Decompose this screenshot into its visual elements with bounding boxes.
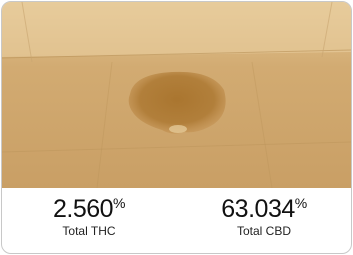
stat-label: Total CBD — [177, 224, 351, 238]
product-card: 2.560% Total THC 63.034% Total CBD — [1, 1, 352, 254]
unit-text: % — [295, 195, 307, 211]
product-photo — [2, 2, 351, 188]
value-text: 2.560 — [53, 195, 113, 223]
stat: 2.560% Total THC — [2, 195, 176, 238]
stat: 63.034% Total CBD — [177, 195, 351, 238]
stat-label: Total THC — [2, 224, 176, 238]
stat-value: 63.034% — [177, 195, 351, 223]
page: {"stats": [ {"value": "2.560", "unit": "… — [0, 0, 353, 255]
value-text: 63.034 — [221, 195, 294, 223]
unit-text: % — [113, 195, 125, 211]
stat-value: 2.560% — [2, 195, 176, 223]
